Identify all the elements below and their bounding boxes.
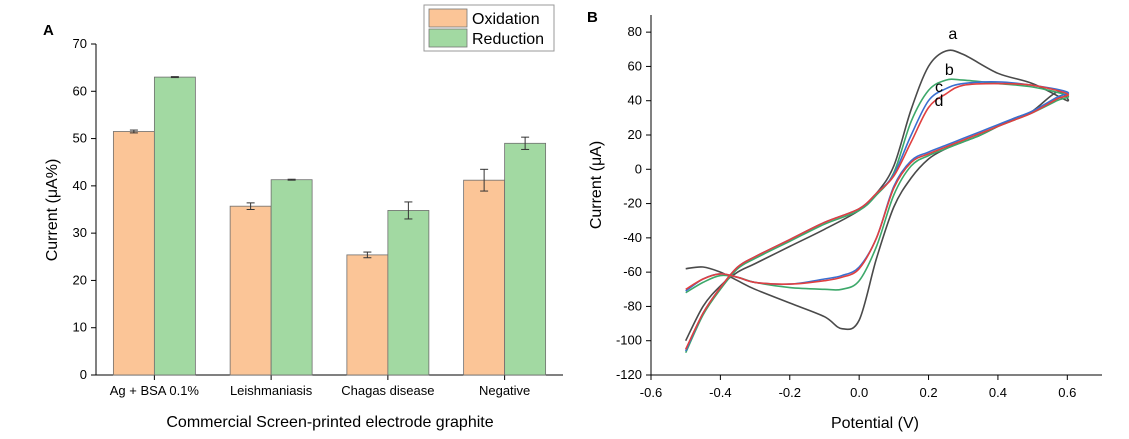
panel-a-ytick-label: 20 — [73, 272, 87, 287]
panel-b-xtick-label: -0.4 — [709, 385, 731, 400]
panel-a-ytick-label: 30 — [73, 225, 87, 240]
legend-swatch-reduction — [428, 28, 468, 48]
panel-b-ytick-label: 40 — [628, 93, 642, 108]
panel-a-ytick-label: 10 — [73, 320, 87, 335]
panel-b: B -0.6 -0.4 -0.2 0.0 0.2 0.4 0.6 -120 -100 -80 -60… — [587, 9, 1102, 432]
bar-reduction — [153, 76, 196, 376]
panel-b-ytick-label: -120 — [616, 367, 642, 382]
cv-curve-d — [684, 82, 1070, 350]
panel-a-xtick-label: Negative — [479, 383, 530, 398]
panel-b-ytick-label: -40 — [623, 230, 642, 245]
panel-b-xlabel: Potential (V) — [831, 415, 919, 432]
panel-a-xtick-label: Ag + BSA 0.1% — [110, 383, 200, 398]
panel-a-label: A — [43, 22, 54, 39]
panel-a-xlabel: Commercial Screen-printed electrode grap… — [166, 414, 493, 431]
panel-b-xtick-label: 0.2 — [919, 385, 937, 400]
curve-label-c: c — [935, 79, 943, 96]
bar-reduction — [504, 142, 547, 376]
panel-a-xtick-label: Chagas disease — [341, 383, 434, 398]
panel-b-ytick-label: 20 — [628, 127, 642, 142]
curve-label-b: b — [945, 62, 954, 79]
panel-b-xtick-label: -0.6 — [640, 385, 662, 400]
panel-a-legend: Oxidation Reduction — [423, 4, 555, 52]
legend-label-reduction: Reduction — [472, 31, 544, 48]
bar-oxidation — [112, 131, 155, 376]
panel-b-ytick-label: -100 — [616, 333, 642, 348]
panel-a-ytick-label: 50 — [73, 131, 87, 146]
panel-b-ytick-label: 80 — [628, 24, 642, 39]
panel-a-ytick-label: 0 — [80, 367, 87, 382]
panel-b-ytick-label: -80 — [623, 298, 642, 313]
panel-a-ylabel: Current (μA%) — [44, 159, 61, 262]
cv-curve-c — [684, 81, 1070, 352]
panel-b-ytick-label: -20 — [623, 196, 642, 211]
legend-label-oxidation: Oxidation — [472, 11, 540, 28]
legend-swatch-oxidation — [428, 8, 468, 28]
panel-b-ytick-label: 0 — [635, 161, 642, 176]
legend-box — [423, 4, 555, 52]
panel-a: A 0 10 20 30 40 50 60 70 Ag + BSA 0.1% Leishmania… — [43, 4, 563, 431]
curve-label-d: d — [934, 93, 943, 110]
bar-reduction — [387, 210, 430, 376]
bar-reduction — [270, 179, 313, 376]
bar-oxidation — [463, 179, 506, 376]
bar-oxidation — [346, 254, 389, 376]
panel-b-xtick-label: 0.0 — [850, 385, 868, 400]
panel-b-xtick-label: 0.4 — [989, 385, 1007, 400]
panel-a-xtick-label: Leishmaniasis — [230, 383, 313, 398]
panel-a-ytick-label: 40 — [73, 178, 87, 193]
panel-b-xtick-label: 0.6 — [1058, 385, 1076, 400]
panel-b-label: B — [587, 9, 598, 26]
panel-a-ytick-label: 70 — [73, 36, 87, 51]
bar-oxidation — [229, 205, 272, 376]
panel-b-ytick-label: 60 — [628, 58, 642, 73]
panel-b-xtick-label: -0.2 — [779, 385, 801, 400]
panel-b-ytick-label: -60 — [623, 264, 642, 279]
curve-label-a: a — [948, 26, 957, 43]
panel-a-ytick-label: 60 — [73, 83, 87, 98]
panel-b-ylabel: Current (μA) — [588, 141, 605, 229]
